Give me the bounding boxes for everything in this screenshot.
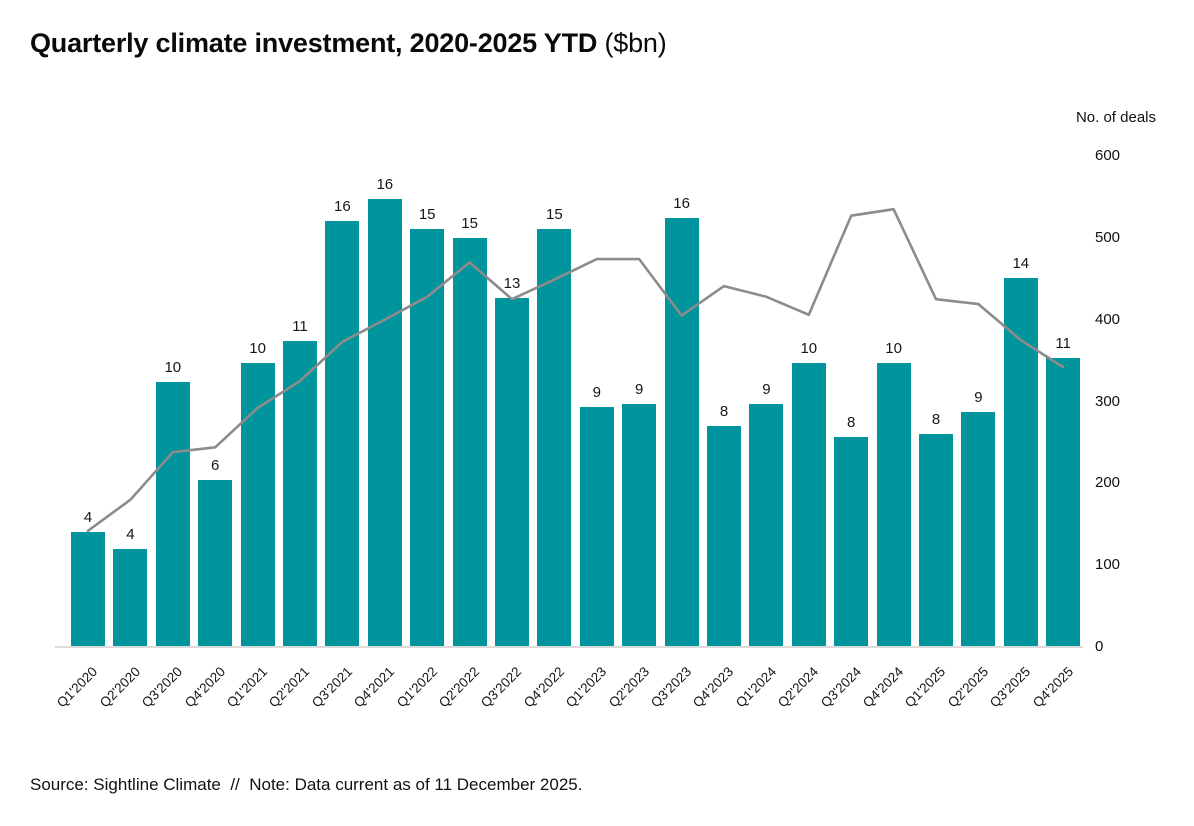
bar — [71, 532, 105, 647]
bar-value-label: 15 — [461, 214, 478, 232]
x-axis-label: Q1'2020 — [54, 664, 101, 711]
bar-value-label: 15 — [418, 206, 436, 224]
bar-value-label: 15 — [546, 206, 563, 224]
x-axis-label: Q2'2020 — [96, 664, 144, 711]
bar — [707, 425, 741, 647]
bar-value-label: 10 — [800, 340, 818, 358]
bar — [452, 237, 487, 647]
y-axis-tick: 200 — [1095, 474, 1121, 492]
bar-value-label: 14 — [1012, 255, 1030, 273]
bar-value-label: 8 — [719, 402, 729, 420]
bar-value-label: 8 — [931, 411, 941, 429]
x-axis-label: Q2'2024 — [775, 664, 822, 711]
bar — [622, 404, 657, 647]
bar — [834, 436, 869, 647]
bar — [791, 363, 826, 647]
bar — [283, 341, 317, 647]
bar-value-label: 11 — [292, 318, 308, 336]
bar-value-label: 10 — [885, 340, 902, 358]
deals-line — [86, 207, 1065, 533]
y-axis-tick: 100 — [1095, 556, 1121, 574]
x-axis-line — [55, 646, 1083, 648]
chart-title-main: Quarterly climate investment, 2020-2025 … — [30, 28, 598, 58]
bar — [155, 382, 190, 647]
y-axis-tick: 0 — [1095, 638, 1104, 655]
x-axis-label: Q3'2023 — [647, 664, 695, 711]
y-axis-tick: 600 — [1095, 147, 1121, 164]
bar — [749, 404, 784, 647]
bar — [113, 548, 148, 647]
bar — [410, 229, 445, 647]
x-axis-label: Q3'2025 — [987, 664, 1034, 711]
x-axis-label: Q2'2021 — [266, 664, 313, 711]
x-axis-label: Q2'2023 — [605, 664, 652, 711]
bar — [579, 406, 614, 647]
x-axis-label: Q1'2021 — [223, 664, 271, 711]
bar — [495, 297, 529, 647]
x-axis-label: Q3'2024 — [817, 664, 864, 711]
x-axis-label: Q1'2023 — [563, 664, 610, 711]
bar-value-label: 10 — [249, 340, 266, 358]
x-axis-label: Q4'2023 — [690, 664, 737, 711]
bar-value-label: 16 — [334, 198, 351, 216]
bar — [919, 434, 953, 647]
bar — [367, 199, 402, 647]
bar — [325, 221, 360, 647]
chart-title: Quarterly climate investment, 2020-2025 … — [30, 28, 667, 59]
x-axis-label: Q4'2020 — [181, 664, 228, 711]
x-axis-label: Q3'2021 — [308, 664, 356, 711]
y-axis-tick: 500 — [1095, 228, 1121, 246]
source-note: Source: Sightline Climate // Note: Data … — [30, 775, 583, 794]
chart-title-unit: ($bn) — [597, 28, 667, 58]
bar-value-label: 4 — [83, 509, 93, 527]
bar-value-label: 4 — [126, 525, 135, 543]
x-axis-label: Q1'2022 — [393, 664, 440, 711]
bar-value-label: 9 — [635, 381, 644, 399]
bar-value-label: 13 — [503, 274, 521, 292]
x-axis-label: Q1'2024 — [732, 664, 780, 711]
bar-value-label: 11 — [1055, 334, 1071, 352]
bar-value-label: 10 — [164, 359, 182, 377]
x-axis-label: Q2'2025 — [944, 664, 992, 711]
x-axis-label: Q3'2020 — [139, 664, 186, 711]
bar-value-label: 9 — [974, 389, 983, 407]
bar — [1003, 278, 1038, 647]
x-axis-label: Q4'2025 — [1029, 664, 1076, 711]
bar — [240, 363, 275, 647]
bar-value-label: 8 — [847, 413, 856, 431]
x-axis-label: Q4'2024 — [859, 664, 907, 711]
x-axis-label: Q2'2022 — [435, 664, 483, 711]
x-axis-label: Q4'2021 — [351, 664, 398, 711]
bar — [537, 229, 572, 647]
bar-value-label: 9 — [592, 383, 601, 401]
y-axis-tick: 300 — [1095, 392, 1121, 410]
bar-value-label: 9 — [762, 381, 771, 399]
bar — [961, 412, 996, 647]
bar — [1046, 357, 1081, 647]
bar-value-label: 6 — [211, 457, 220, 475]
bar — [198, 480, 233, 647]
x-axis-label: Q4'2022 — [520, 664, 568, 711]
right-axis-title: No. of deals — [1075, 109, 1156, 126]
bar-value-label: 16 — [376, 176, 394, 194]
y-axis-tick: 400 — [1095, 310, 1121, 328]
bar — [876, 363, 911, 647]
bar — [664, 218, 699, 647]
bar-value-label: 16 — [673, 195, 690, 213]
x-axis-label: Q1'2025 — [902, 664, 949, 711]
x-axis-label: Q3'2022 — [478, 664, 525, 711]
